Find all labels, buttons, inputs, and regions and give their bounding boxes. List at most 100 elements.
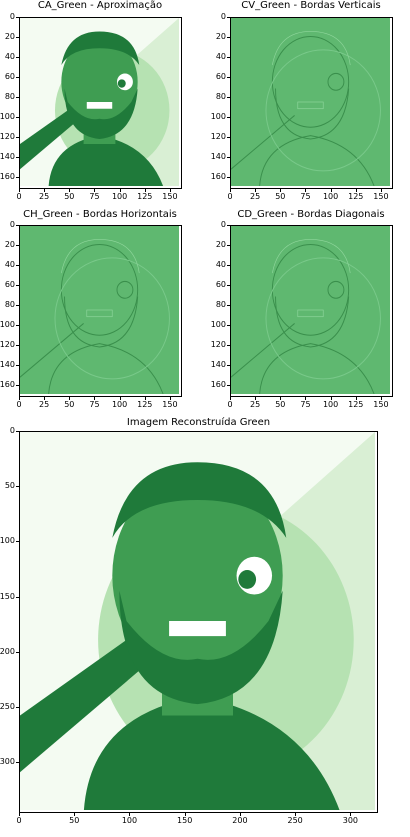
- x-tick-mark: [239, 813, 241, 816]
- x-tick-label: 300: [342, 816, 359, 825]
- y-tick-label: 140: [210, 152, 226, 161]
- y-tick-label: 0: [9, 426, 15, 435]
- y-tick-mark: [16, 285, 19, 286]
- y-tick-label: 100: [0, 112, 15, 121]
- image-diagonal-edges: [230, 225, 393, 397]
- y-tick-mark: [227, 345, 230, 346]
- x-tick-mark: [94, 189, 96, 192]
- y-tick-mark: [16, 651, 19, 653]
- x-tick-label: 25: [39, 192, 50, 201]
- x-tick-mark: [69, 397, 71, 400]
- x-tick-label: 100: [111, 192, 128, 201]
- y-tick-mark: [16, 157, 19, 158]
- panel-title: CD_Green - Bordas Diagonais: [237, 209, 385, 220]
- y-tick-label: 80: [4, 92, 15, 101]
- y-tick-label: 60: [215, 72, 226, 81]
- y-tick-mark: [16, 37, 19, 38]
- y-tick-label: 250: [0, 702, 15, 711]
- x-tick-mark: [144, 397, 146, 400]
- y-tick-mark: [16, 707, 19, 708]
- y-tick-label: 100: [0, 536, 15, 546]
- y-tick-mark: [227, 177, 230, 178]
- panel-cd: CD_Green - Bordas Diagonais 0 25 50 75 100 12…: [205, 209, 410, 414]
- y-tick-label: 20: [4, 32, 15, 41]
- y-tick-mark: [16, 117, 19, 118]
- y-tick-mark: [227, 285, 230, 286]
- y-tick-label: 80: [215, 92, 226, 101]
- x-tick-label: 125: [348, 400, 364, 409]
- y-tick-label: 40: [215, 260, 226, 269]
- y-tick-label: 160: [0, 172, 15, 181]
- x-tick-mark: [380, 189, 382, 192]
- y-tick-mark: [16, 431, 19, 432]
- x-tick-mark: [305, 397, 307, 400]
- x-tick-label: 100: [322, 400, 339, 409]
- x-tick-label: 50: [69, 816, 80, 825]
- y-tick-mark: [227, 385, 230, 386]
- x-tick-label: 125: [137, 400, 153, 409]
- y-tick-mark: [16, 305, 19, 306]
- y-tick-label: 40: [215, 52, 226, 61]
- x-tick-mark: [230, 397, 231, 400]
- x-tick-label: 200: [232, 816, 248, 825]
- x-tick-mark: [280, 397, 282, 400]
- y-tick-label: 50: [4, 481, 15, 491]
- y-tick-label: 100: [210, 112, 226, 121]
- x-tick-label: 0: [16, 816, 22, 825]
- x-tick-label: 125: [348, 192, 364, 201]
- x-tick-label: 150: [162, 400, 178, 409]
- x-tick-label: 150: [162, 192, 178, 201]
- y-tick-label: 120: [210, 340, 226, 349]
- x-tick-mark: [19, 813, 20, 816]
- y-tick-label: 120: [0, 340, 15, 349]
- x-tick-label: 50: [275, 192, 286, 201]
- x-tick-mark: [330, 189, 332, 192]
- x-tick-mark: [350, 813, 352, 816]
- panel-title: Imagem Reconstruída Green: [126, 417, 271, 428]
- image-reconstructed: [19, 431, 378, 813]
- x-tick-mark: [119, 189, 121, 192]
- x-tick-label: 50: [275, 400, 286, 409]
- x-tick-label: 100: [121, 816, 138, 825]
- y-tick-label: 300: [0, 757, 15, 767]
- y-tick-mark: [16, 225, 19, 226]
- y-tick-mark: [16, 137, 19, 138]
- y-tick-mark: [16, 265, 19, 266]
- y-tick-mark: [16, 325, 19, 326]
- x-tick-mark: [74, 813, 76, 816]
- y-tick-mark: [16, 541, 19, 543]
- x-tick-label: 0: [227, 400, 233, 409]
- panel-title: CV_Green - Bordas Verticais: [241, 0, 381, 11]
- x-tick-mark: [169, 397, 171, 400]
- y-tick-label: 20: [215, 32, 226, 41]
- x-tick-label: 0: [16, 192, 22, 201]
- y-tick-mark: [227, 225, 230, 226]
- x-tick-label: 0: [227, 192, 233, 201]
- y-tick-label: 140: [210, 360, 226, 369]
- y-tick-label: 0: [9, 12, 15, 21]
- y-tick-label: 140: [0, 152, 15, 161]
- x-tick-label: 25: [39, 400, 50, 409]
- x-tick-label: 75: [89, 192, 100, 201]
- y-tick-mark: [16, 177, 19, 178]
- panel-title: CA_Green - Aproximação: [37, 0, 163, 11]
- y-tick-label: 60: [215, 280, 226, 289]
- panel-cv: CV_Green - Bordas Verticais 0 25 50 75 100 12…: [205, 0, 410, 205]
- y-tick-label: 140: [0, 360, 15, 369]
- x-tick-mark: [355, 189, 357, 192]
- y-tick-mark: [227, 137, 230, 138]
- y-tick-label: 60: [4, 280, 15, 289]
- x-tick-mark: [380, 397, 382, 400]
- x-tick-label: 25: [250, 400, 261, 409]
- x-tick-mark: [119, 397, 121, 400]
- y-tick-label: 80: [215, 300, 226, 309]
- y-tick-mark: [16, 245, 19, 246]
- y-tick-label: 80: [4, 300, 15, 309]
- y-tick-mark: [16, 365, 19, 366]
- image-horizontal-edges: [19, 225, 182, 397]
- y-tick-mark: [227, 77, 230, 78]
- y-tick-mark: [16, 486, 19, 488]
- x-tick-label: 250: [287, 816, 303, 825]
- y-tick-label: 160: [0, 380, 15, 389]
- y-tick-mark: [227, 97, 230, 98]
